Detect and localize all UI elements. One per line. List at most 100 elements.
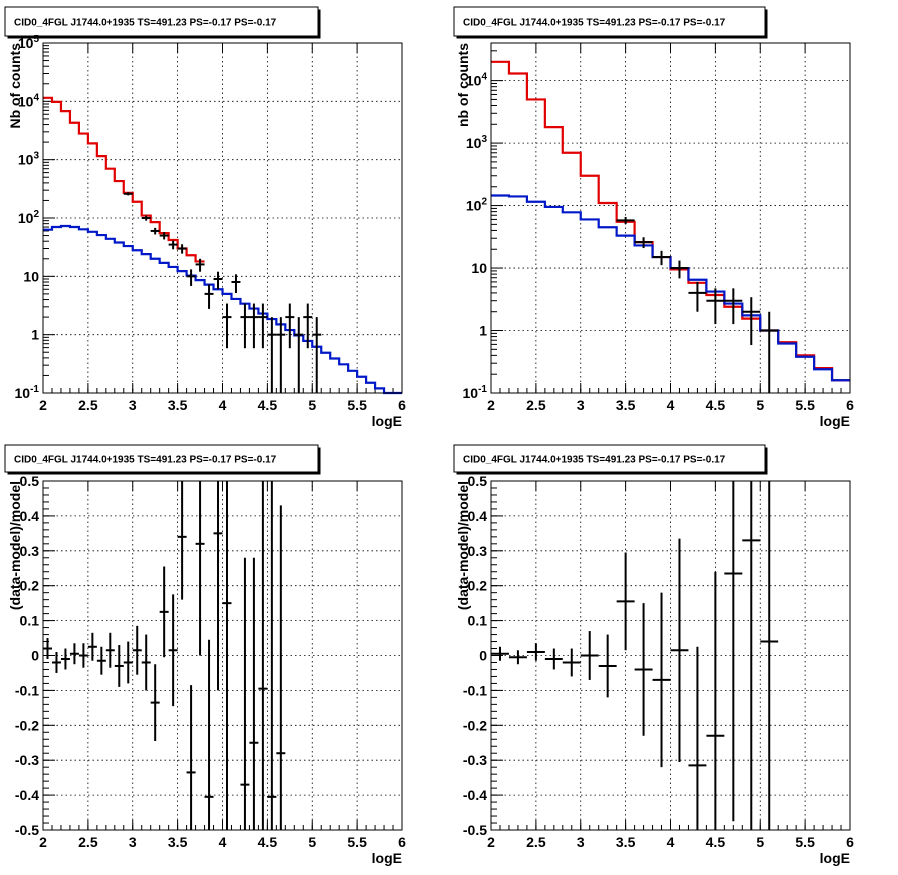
- x-tick-label: 3: [129, 834, 137, 850]
- data-point: [123, 192, 133, 196]
- y-axis-title: (data-model)/model: [455, 481, 471, 610]
- data-point: [760, 311, 779, 393]
- y-tick-label: -0.2: [463, 717, 487, 733]
- x-tick-label: 3: [129, 397, 137, 413]
- data-point: [285, 303, 295, 349]
- residual-point: [491, 646, 509, 661]
- data-point: [168, 240, 178, 250]
- pad-residuals-coarse-bins: CID0_4FGL J1744.0+1935 TS=491.23 PS=-0.1…: [453, 444, 854, 866]
- residual-point: [258, 481, 268, 830]
- x-tick-label: 5.5: [795, 834, 815, 850]
- pad-counts-fine-bins: CID0_4FGL J1744.0+1935 TS=491.23 PS=-0.1…: [4, 6, 406, 429]
- residual-point: [43, 638, 52, 659]
- residual-point: [168, 594, 178, 707]
- x-tick-label: 5.5: [347, 397, 367, 413]
- data-point: [249, 303, 259, 349]
- residual-point: [132, 625, 142, 675]
- data-point: [258, 303, 268, 349]
- x-tick-label: 6: [398, 397, 406, 413]
- residual-point: [249, 557, 259, 830]
- y-tick-label: -0.4: [15, 787, 39, 803]
- model-step-line: [43, 224, 402, 395]
- residual-point: [544, 648, 563, 670]
- pad-residuals-fine-bins: CID0_4FGL J1744.0+1935 TS=491.23 PS=-0.1…: [4, 444, 406, 866]
- y-tick-label: 0.3: [20, 543, 40, 559]
- x-tick-label: 5.5: [795, 397, 815, 413]
- residual-point: [123, 641, 133, 684]
- residual-point: [276, 505, 286, 830]
- x-tick-label: 2: [487, 834, 495, 850]
- data-point: [742, 297, 761, 346]
- residual-point: [177, 481, 187, 600]
- model-step-line: [491, 194, 850, 382]
- title-box: [453, 444, 766, 473]
- y-tick-label: -0.2: [15, 717, 39, 733]
- plot-frame: [42, 480, 403, 831]
- y-tick-label: -0.3: [463, 752, 487, 768]
- residual-point: [706, 571, 725, 830]
- x-tick-label: 2.5: [526, 834, 546, 850]
- y-tick-label: -0.5: [15, 822, 39, 838]
- y-tick-label: 1: [31, 327, 39, 343]
- y-tick-label: 102: [18, 209, 40, 226]
- y-tick-label: 0.3: [468, 543, 488, 559]
- plot-frame: [490, 480, 851, 831]
- y-tick-label: 0.5: [468, 473, 488, 489]
- data-point: [231, 274, 241, 294]
- y-tick-label: 0.5: [20, 473, 40, 489]
- x-tick-label: 4.5: [258, 397, 278, 413]
- x-tick-label: 6: [398, 834, 406, 850]
- data-point: [186, 269, 196, 286]
- y-tick-label: 0: [31, 648, 39, 664]
- residual-point: [105, 632, 115, 668]
- data-point: [222, 303, 232, 349]
- plot-frame: [490, 42, 851, 394]
- residual-point: [508, 650, 527, 665]
- residual-point: [267, 481, 277, 830]
- x-axis-title: logE: [820, 850, 850, 866]
- x-tick-label: 5: [756, 834, 764, 850]
- y-tick-label: 0.4: [20, 508, 40, 524]
- y-axis-title: Nb of counts: [7, 43, 23, 129]
- data-point: [276, 317, 286, 393]
- x-tick-label: 6: [846, 834, 854, 850]
- x-tick-label: 3.5: [168, 397, 188, 413]
- residual-point: [562, 648, 581, 677]
- residual-point: [760, 481, 779, 830]
- x-tick-label: 2: [39, 397, 47, 413]
- data-point: [213, 271, 223, 290]
- y-tick-label: 103: [466, 134, 488, 151]
- y-tick-label: 102: [466, 197, 488, 214]
- x-tick-label: 5: [756, 397, 764, 413]
- data-point: [670, 260, 689, 279]
- plot-area: [491, 43, 850, 393]
- title-box: [4, 444, 319, 473]
- x-tick-label: 2.5: [526, 397, 546, 413]
- x-tick-label: 3: [577, 397, 585, 413]
- x-tick-label: 2: [487, 397, 495, 413]
- data-point: [616, 217, 635, 225]
- x-tick-label: 5: [308, 397, 316, 413]
- residual-point: [222, 481, 232, 830]
- y-tick-label: 0.1: [468, 613, 488, 629]
- residual-point: [195, 481, 205, 656]
- y-tick-label: 1: [479, 323, 487, 339]
- residual-point: [742, 481, 761, 830]
- y-tick-label: 0.2: [468, 578, 488, 594]
- residual-point: [688, 646, 707, 830]
- y-tick-label: -0.4: [463, 787, 487, 803]
- x-tick-label: 4.5: [706, 834, 726, 850]
- x-tick-label: 5: [308, 834, 316, 850]
- data-point: [688, 281, 707, 312]
- residual-point: [580, 631, 599, 680]
- y-axis-title: nb of counts: [455, 43, 471, 127]
- residual-point: [526, 643, 545, 661]
- y-tick-label: -0.3: [15, 752, 39, 768]
- y-tick-label: -0.1: [15, 682, 39, 698]
- data-point: [634, 237, 653, 249]
- residual-point: [141, 634, 151, 691]
- y-tick-label: 10-1: [463, 384, 488, 401]
- data-point: [312, 317, 322, 393]
- y-tick-label: 0.1: [20, 613, 40, 629]
